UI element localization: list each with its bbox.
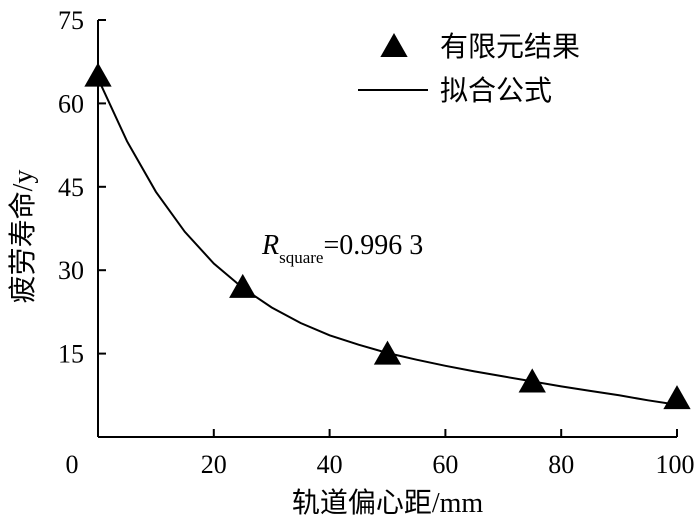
x-tick-label: 40 bbox=[317, 450, 343, 479]
x-tick-label: 100 bbox=[656, 450, 695, 479]
y-tick-label: 30 bbox=[58, 256, 84, 285]
legend-label-fit-formula: 拟合公式 bbox=[440, 75, 552, 107]
y-tick-label: 75 bbox=[58, 6, 84, 35]
data-point-triangle bbox=[663, 385, 691, 410]
y-tick-label: 15 bbox=[58, 340, 84, 369]
data-point-triangle bbox=[373, 340, 402, 365]
y-tick-label: 60 bbox=[58, 89, 84, 118]
x-axis-title: 轨道偏心距/mm bbox=[292, 487, 484, 519]
x-tick-label: 0 bbox=[66, 450, 79, 479]
marker-layer bbox=[84, 62, 691, 410]
y-tick-label: 45 bbox=[58, 173, 84, 202]
r-square-symbol: R bbox=[261, 230, 279, 261]
ticks: 15 30 45 60 75 0 20 40 60 80 100 bbox=[58, 6, 695, 479]
legend-marker-triangle bbox=[380, 33, 408, 58]
r-square-subscript: square bbox=[279, 248, 323, 267]
r-square-value: =0.996 3 bbox=[323, 230, 423, 261]
legend: 有限元结果 拟合公式 bbox=[358, 31, 580, 107]
data-point-triangle bbox=[518, 368, 546, 393]
x-tick-label: 80 bbox=[548, 450, 574, 479]
y-axis-title: 疲劳寿命/y bbox=[7, 170, 39, 304]
r-square-annotation: Rsquare=0.996 3 bbox=[261, 230, 423, 267]
x-tick-label: 60 bbox=[432, 450, 458, 479]
data-point-triangle bbox=[229, 273, 257, 298]
data-point-triangle bbox=[84, 62, 112, 87]
legend-label-fe-results: 有限元结果 bbox=[440, 31, 580, 63]
x-tick-label: 20 bbox=[201, 450, 227, 479]
axes bbox=[97, 20, 677, 438]
